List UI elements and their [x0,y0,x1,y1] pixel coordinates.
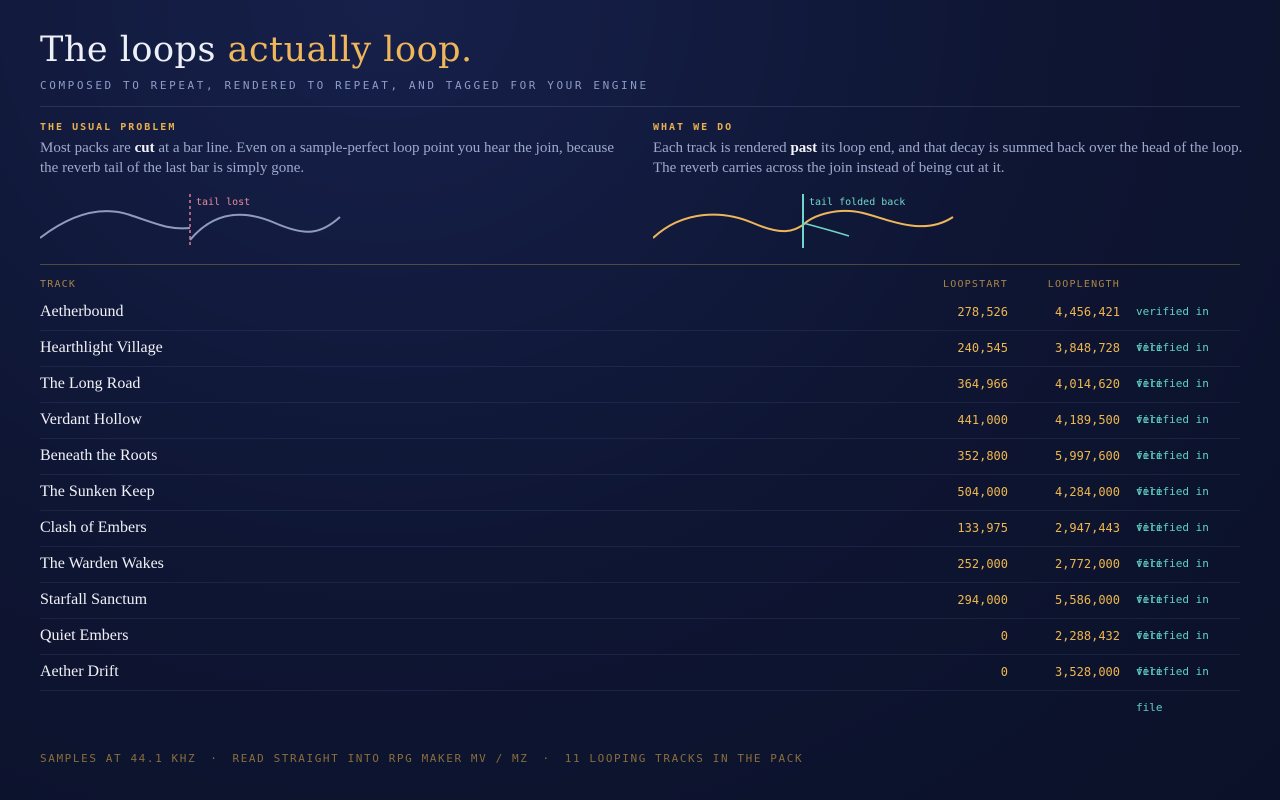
panel-label: WHAT WE DO [653,122,734,133]
fold-diagram: tail folded back [653,194,954,248]
wave [189,213,341,241]
status: verified in file [1136,521,1209,570]
diagram-label: tail folded back [809,197,905,208]
track-name: Beneath the Roots [40,447,158,464]
diagram-label: tail lost [196,197,250,208]
footer-item: 11 LOOPING TRACKS IN THE PACK [564,752,804,765]
loop-start: 441,000 [957,413,1008,427]
track-name: Verdant Hollow [40,411,142,428]
track-name: Aether Drift [40,663,119,680]
column-header: TRACK [40,279,77,290]
loop-length: 4,014,620 [1054,377,1120,391]
table-row: The Warden Wakes 252,000 2,772,000 verified… [40,546,1240,606]
track-name: Starfall Sanctum [40,591,148,608]
text: Most packs are [40,140,131,156]
footer-item: READ STRAIGHT INTO RPG MAKER MV / MZ [232,752,529,765]
panel-text: Most packs are cut at a bar line. Even o… [40,138,630,178]
footer-item: SAMPLES AT 44.1 KHZ [40,752,197,765]
status: verified in file [1136,305,1209,354]
wave [40,210,191,239]
divider [40,106,1240,107]
table-row: Starfall Sanctum 294,000 5,586,000 verified… [40,582,1240,642]
loop-start: 352,800 [957,449,1008,463]
strong-text: past [790,140,818,156]
loop-start: 364,966 [957,377,1008,391]
status: verified in file [1136,449,1209,498]
cut-diagram: tail lost [40,194,341,245]
loop-start: 294,000 [957,593,1008,607]
status: verified in file [1136,593,1209,642]
table-row: Quiet Embers 0 2,288,432 verified in file [40,618,1240,678]
loop-start: 0 [1000,665,1008,679]
loop-start: 252,000 [957,557,1008,571]
track-name: Clash of Embers [40,519,147,536]
table-row: Hearthlight Village 240,545 3,848,728 verif… [40,330,1240,390]
status: verified in file [1136,485,1209,534]
track-name: Aetherbound [40,303,124,320]
table-row: Verdant Hollow 441,000 4,189,500 verified i… [40,402,1240,462]
column-header: LOOPLENGTH [1047,279,1120,290]
table-row: Aetherbound 278,526 4,456,421 verified in f… [40,294,1240,354]
separator: · [542,752,551,765]
table-row: Beneath the Roots 352,800 5,997,600 verifie… [40,438,1240,498]
table-row: Clash of Embers 133,975 2,947,443 verified … [40,510,1240,570]
table-row: The Long Road 364,966 4,014,620 verified in… [40,366,1240,426]
text: its loop end, and that decay is summed b… [653,140,1243,176]
separator: · [210,752,219,765]
table-row: Aether Drift 0 3,528,000 verified in file [40,654,1240,714]
table-row: The Sunken Keep 504,000 4,284,000 verified … [40,474,1240,534]
loop-length: 4,189,500 [1054,413,1120,427]
text: Each track is rendered [653,140,787,156]
panel-text: Each track is rendered past its loop end… [653,138,1243,178]
loop-length: 2,772,000 [1054,557,1120,571]
track-name: Quiet Embers [40,627,129,644]
panel-label: THE USUAL PROBLEM [40,122,177,133]
loop-start: 133,975 [957,521,1008,535]
loop-length: 3,528,000 [1054,665,1120,679]
loop-length: 4,284,000 [1054,485,1120,499]
status: verified in file [1136,557,1209,606]
loop-start: 0 [1000,629,1008,643]
loop-start: 504,000 [957,485,1008,499]
subtitle: COMPOSED TO REPEAT, RENDERED TO REPEAT, … [40,79,649,92]
title: The loops actually loop. [40,30,473,70]
status: verified in file [1136,413,1209,462]
text: at a bar line. Even on a sample-perfect … [40,140,614,176]
loop-length: 2,288,432 [1054,629,1120,643]
status: verified in file [1136,377,1209,426]
loop-start: 278,526 [957,305,1008,319]
loop-length: 5,997,600 [1054,449,1120,463]
title-plain: The loops [40,30,216,70]
loop-length: 4,456,421 [1054,305,1120,319]
status: verified in file [1136,341,1209,390]
status: verified in file [1136,665,1209,714]
column-header: LOOPSTART [943,279,1008,290]
loop-length: 2,947,443 [1054,521,1120,535]
track-name: The Long Road [40,375,141,392]
track-name: The Warden Wakes [40,555,164,572]
track-name: The Sunken Keep [40,483,155,500]
footer: SAMPLES AT 44.1 KHZ · READ STRAIGHT INTO R… [40,752,817,765]
loop-length: 3,848,728 [1054,341,1120,355]
track-name: Hearthlight Village [40,339,163,356]
status: verified in file [1136,629,1209,678]
title-accent: actually loop. [227,30,473,70]
tail [802,222,850,237]
loop-start: 240,545 [957,341,1008,355]
strong-text: cut [134,140,155,156]
loop-length: 5,586,000 [1054,593,1120,607]
divider [40,264,1240,265]
